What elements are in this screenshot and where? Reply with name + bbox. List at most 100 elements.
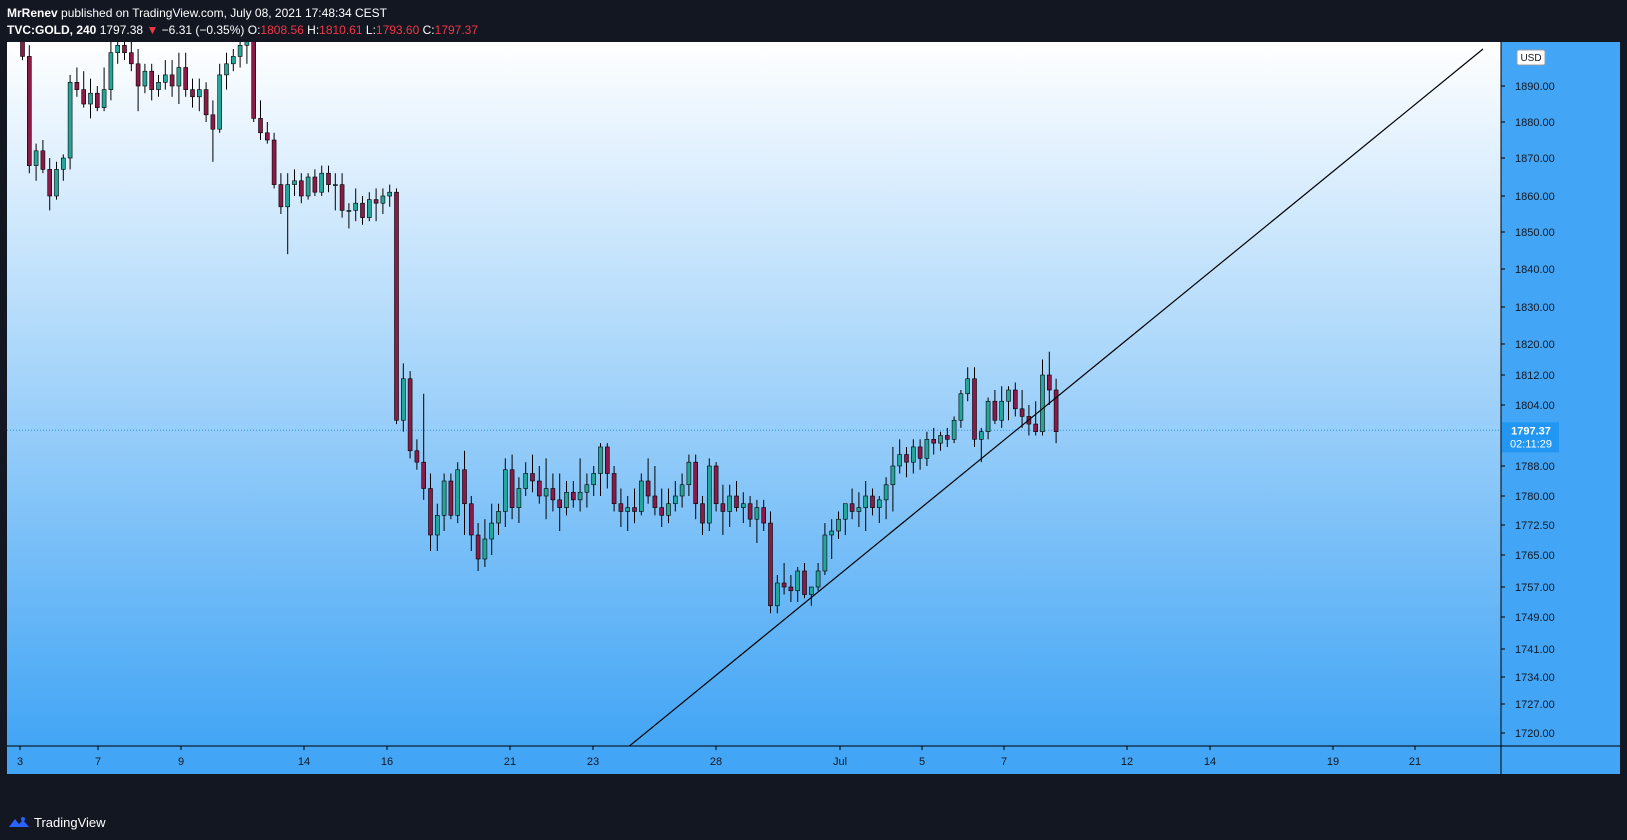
candle[interactable] — [951, 416, 957, 444]
candle[interactable] — [1012, 382, 1018, 417]
candle[interactable] — [679, 473, 685, 508]
candle[interactable] — [33, 143, 39, 181]
candle[interactable] — [604, 443, 610, 489]
candle[interactable] — [360, 196, 365, 225]
candle[interactable] — [414, 439, 420, 470]
candle[interactable] — [26, 45, 32, 174]
candle[interactable] — [434, 503, 440, 551]
candle[interactable] — [81, 71, 86, 108]
candle[interactable] — [632, 488, 637, 524]
candle[interactable] — [285, 173, 291, 255]
candle[interactable] — [516, 477, 522, 524]
candle[interactable] — [441, 473, 447, 532]
candle[interactable] — [666, 488, 671, 524]
candle[interactable] — [421, 393, 427, 500]
tradingview-brand[interactable]: TradingView — [34, 815, 106, 830]
candle[interactable] — [652, 466, 658, 516]
candle[interactable] — [625, 496, 631, 531]
candle[interactable] — [502, 458, 508, 527]
candle[interactable] — [618, 488, 624, 528]
candle[interactable] — [400, 363, 406, 432]
plot-area[interactable] — [7, 42, 1501, 746]
candle[interactable] — [203, 82, 209, 122]
candle[interactable] — [1006, 386, 1011, 421]
candle[interactable] — [366, 192, 372, 222]
candle[interactable] — [822, 523, 828, 575]
candle[interactable] — [890, 446, 896, 512]
candle[interactable] — [944, 427, 950, 447]
candle[interactable] — [870, 488, 875, 516]
candle[interactable] — [734, 481, 739, 512]
candle[interactable] — [305, 173, 311, 200]
author-name[interactable]: MrRenev — [7, 6, 58, 20]
candle[interactable] — [292, 169, 297, 196]
candle[interactable] — [808, 586, 814, 606]
candle[interactable] — [557, 473, 563, 532]
candle[interactable] — [482, 519, 488, 567]
candle[interactable] — [985, 397, 991, 440]
candle[interactable] — [468, 496, 474, 551]
candle[interactable] — [591, 466, 597, 496]
candle[interactable] — [530, 454, 535, 493]
candle[interactable] — [972, 367, 977, 447]
candle[interactable] — [720, 484, 726, 535]
candle[interactable] — [407, 371, 413, 459]
candle[interactable] — [747, 496, 753, 527]
tradingview-logo-icon[interactable] — [8, 816, 30, 828]
candle[interactable] — [455, 462, 461, 524]
candle[interactable] — [795, 567, 801, 602]
candle[interactable] — [815, 563, 821, 591]
candle[interactable] — [129, 42, 134, 72]
candle[interactable] — [876, 496, 882, 524]
candle[interactable] — [20, 42, 25, 61]
candle[interactable] — [788, 575, 794, 602]
candle[interactable] — [428, 473, 433, 552]
candle[interactable] — [264, 122, 270, 144]
candle[interactable] — [210, 100, 216, 162]
candle[interactable] — [115, 42, 120, 64]
candle[interactable] — [387, 184, 393, 207]
candle[interactable] — [67, 74, 73, 170]
candle[interactable] — [842, 503, 848, 535]
candle[interactable] — [978, 427, 984, 463]
candle[interactable] — [727, 484, 733, 527]
candle[interactable] — [339, 173, 345, 218]
candle[interactable] — [183, 52, 188, 97]
candle[interactable] — [224, 52, 229, 90]
candle[interactable] — [883, 477, 889, 520]
candle[interactable] — [570, 481, 576, 508]
candle[interactable] — [924, 431, 930, 466]
candle[interactable] — [122, 42, 127, 61]
candle[interactable] — [176, 52, 182, 104]
candle[interactable] — [251, 42, 256, 122]
candle[interactable] — [258, 100, 263, 140]
candle[interactable] — [958, 390, 964, 428]
candle[interactable] — [659, 488, 665, 528]
candle[interactable] — [856, 492, 862, 527]
currency-badge[interactable] — [1516, 49, 1546, 66]
candle[interactable] — [645, 458, 651, 504]
candle[interactable] — [163, 60, 168, 90]
candle[interactable] — [965, 367, 971, 402]
candle[interactable] — [693, 454, 699, 520]
candle[interactable] — [156, 74, 161, 97]
candle[interactable] — [326, 165, 331, 193]
candle[interactable] — [496, 503, 501, 535]
candle[interactable] — [672, 481, 678, 512]
candle[interactable] — [190, 78, 195, 108]
candle[interactable] — [448, 473, 454, 520]
candle[interactable] — [217, 63, 222, 133]
candle[interactable] — [577, 458, 583, 512]
candle[interactable] — [1047, 351, 1052, 405]
candle[interactable] — [149, 63, 154, 101]
candle[interactable] — [863, 481, 869, 531]
candle[interactable] — [897, 439, 903, 474]
candle[interactable] — [849, 488, 855, 520]
candle[interactable] — [244, 42, 250, 64]
candle[interactable] — [802, 563, 807, 599]
candle[interactable] — [60, 154, 66, 181]
candle[interactable] — [584, 473, 590, 508]
candle[interactable] — [523, 462, 529, 496]
candle[interactable] — [938, 431, 943, 451]
candle[interactable] — [135, 49, 141, 112]
